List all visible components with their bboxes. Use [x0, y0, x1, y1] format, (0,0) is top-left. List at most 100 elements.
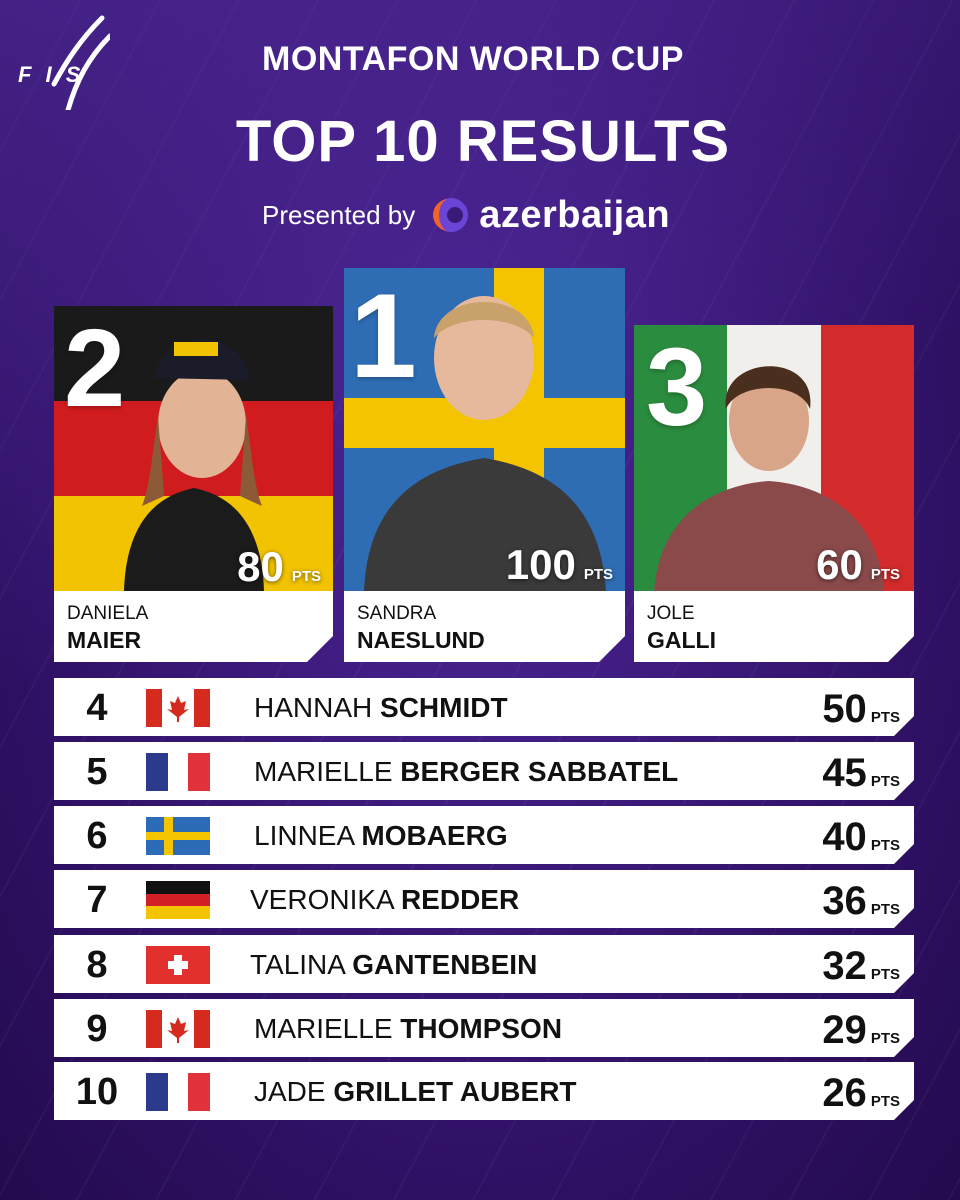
sponsor-banner: Presented by azerbaijan — [262, 190, 670, 240]
podium-points: 60 PTS — [816, 541, 900, 589]
athlete-first-name: DANIELA — [67, 603, 149, 624]
points-unit: PTS — [870, 1093, 900, 1110]
points-value: 50 — [822, 687, 867, 731]
points-unit: PTS — [870, 709, 900, 726]
sweden-flag-backdrop — [344, 268, 625, 591]
presented-by-label: Presented by — [262, 199, 416, 230]
athlete-first-name: MARIELLE — [254, 1013, 393, 1044]
points-value: 80 — [237, 543, 284, 590]
athlete-last-name: GALLI — [647, 627, 716, 653]
podium-rank: 2 — [64, 307, 126, 430]
germany-flag-backdrop — [54, 306, 333, 591]
row-rank: 8 — [86, 944, 108, 986]
row-points: 45 PTS — [822, 751, 900, 796]
points-value: 60 — [816, 541, 863, 588]
athlete-name: LINNEA MOBAERG — [254, 820, 508, 852]
canada-flag-icon — [146, 1010, 210, 1048]
athlete-name: HANNAH SCHMIDT — [254, 692, 508, 724]
france-flag-icon — [146, 1073, 210, 1111]
athlete-first-name: VERONIKA — [250, 884, 394, 915]
fis-logo-icon — [51, 15, 110, 110]
athlete-namecard: JOLE GALLI — [634, 591, 914, 662]
row-rank: 9 — [86, 1008, 108, 1050]
athlete-name: TALINA GANTENBEIN — [250, 949, 537, 981]
result-row: 7 VERONIKA REDDER 36 PTS — [54, 870, 914, 928]
athlete-photo: 3 60 PTS — [634, 325, 914, 591]
result-row: 8 TALINA GANTENBEIN 32 PTS — [54, 935, 914, 993]
canada-flag-icon — [146, 689, 210, 727]
athlete-photo: 2 80 PTS — [54, 306, 333, 591]
athlete-first-name: JADE — [254, 1076, 326, 1107]
points-unit: PTS — [583, 566, 613, 583]
sponsor-name: azerbaijan — [479, 193, 671, 236]
points-unit: PTS — [870, 773, 900, 790]
row-rank: 4 — [86, 687, 108, 729]
podium-card-third: 3 60 PTS JOLE GALLI — [634, 325, 914, 662]
azerbaijan-logo-icon — [433, 198, 469, 232]
sweden-flag-icon — [146, 817, 210, 855]
italy-flag-backdrop — [634, 325, 914, 591]
result-row: 4 HANNAH SCHMIDT 50 PTS — [54, 678, 914, 736]
result-row: 10 JADE GRILLET AUBERT 26 PTS — [54, 1062, 914, 1120]
athlete-last-name: MAIER — [67, 627, 142, 653]
podium-rank: 1 — [350, 269, 417, 403]
athlete-first-name: TALINA — [250, 949, 345, 980]
points-value: 45 — [822, 751, 867, 795]
athlete-namecard: SANDRA NAESLUND — [344, 591, 625, 662]
athlete-namecard: DANIELA MAIER — [54, 591, 333, 662]
athlete-last-name: THOMPSON — [400, 1013, 563, 1044]
athlete-name: VERONIKA REDDER — [250, 884, 519, 916]
points-unit: PTS — [870, 837, 900, 854]
athlete-first-name: HANNAH — [254, 692, 373, 723]
athlete-last-name: BERGER SABBATEL — [400, 756, 679, 787]
athlete-name: JADE GRILLET AUBERT — [254, 1076, 577, 1108]
points-value: 36 — [822, 879, 867, 923]
points-unit: PTS — [291, 568, 321, 585]
points-value: 26 — [822, 1071, 867, 1115]
switzerland-flag-icon — [146, 946, 210, 984]
podium-points: 80 PTS — [237, 543, 321, 591]
row-points: 50 PTS — [822, 687, 900, 732]
athlete-name: MARIELLE THOMPSON — [254, 1013, 562, 1045]
athlete-last-name: NAESLUND — [357, 627, 485, 653]
athlete-first-name: JOLE — [647, 603, 695, 624]
points-value: 32 — [822, 944, 867, 988]
row-points: 26 PTS — [822, 1071, 900, 1116]
result-row: 9 MARIELLE THOMPSON 29 PTS — [54, 999, 914, 1057]
athlete-last-name: SCHMIDT — [380, 692, 508, 723]
athlete-last-name: GRILLET AUBERT — [333, 1076, 577, 1107]
germany-flag-icon — [146, 881, 210, 919]
fis-logo-text: F I S — [18, 62, 85, 87]
row-points: 32 PTS — [822, 944, 900, 989]
france-flag-icon — [146, 753, 210, 791]
athlete-first-name: MARIELLE — [254, 756, 393, 787]
row-rank: 5 — [86, 751, 108, 793]
athlete-photo: 1 100 PTS — [344, 268, 625, 591]
result-row: 6 LINNEA MOBAERG 40 PTS — [54, 806, 914, 864]
athlete-last-name: GANTENBEIN — [352, 949, 538, 980]
podium-card-first: 1 100 PTS SANDRA NAESLUND — [344, 268, 625, 662]
points-value: 100 — [505, 541, 576, 588]
points-value: 40 — [822, 815, 867, 859]
athlete-last-name: MOBAERG — [361, 820, 508, 851]
result-row: 5 MARIELLE BERGER SABBATEL 45 PTS — [54, 742, 914, 800]
row-points: 40 PTS — [822, 815, 900, 860]
athlete-last-name: REDDER — [400, 884, 520, 915]
results-title: TOP 10 RESULTS — [235, 109, 731, 174]
row-points: 36 PTS — [822, 879, 900, 924]
event-title: MONTAFON WORLD CUP — [262, 40, 684, 78]
points-unit: PTS — [870, 1030, 900, 1047]
podium-card-second: 2 80 PTS DANIELA MAIER — [54, 306, 333, 662]
row-rank: 6 — [86, 815, 108, 857]
points-unit: PTS — [870, 966, 900, 983]
athlete-first-name: SANDRA — [357, 603, 437, 624]
points-unit: PTS — [870, 566, 900, 583]
points-unit: PTS — [870, 901, 900, 918]
row-points: 29 PTS — [822, 1008, 900, 1053]
row-rank: 7 — [86, 879, 108, 921]
points-value: 29 — [822, 1008, 867, 1052]
athlete-name: MARIELLE BERGER SABBATEL — [254, 756, 678, 788]
row-rank: 10 — [75, 1071, 119, 1113]
podium-rank: 3 — [646, 326, 708, 449]
athlete-first-name: LINNEA — [254, 820, 354, 851]
